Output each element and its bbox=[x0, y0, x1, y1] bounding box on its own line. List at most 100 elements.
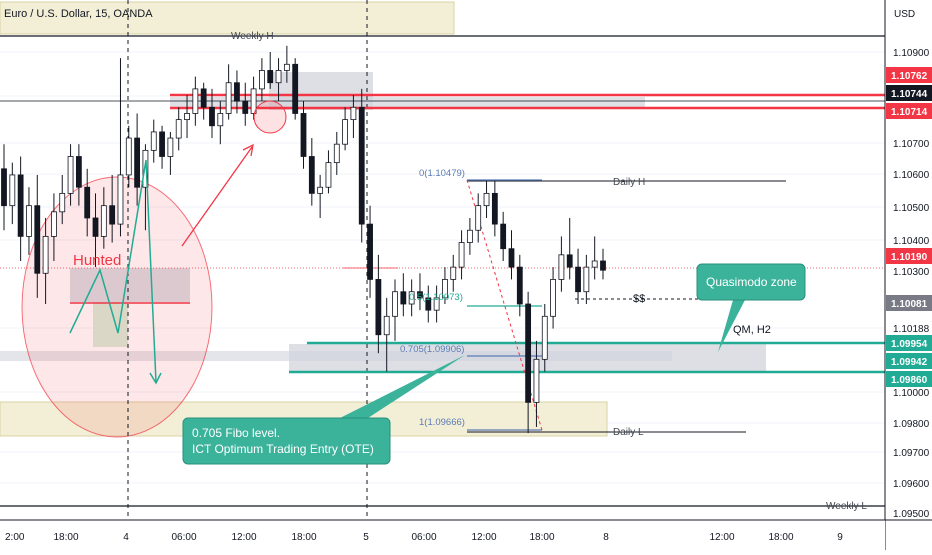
candle bbox=[225, 64, 232, 120]
candle bbox=[42, 217, 49, 305]
price-tags: 1.10762 1.10744 1.10714 1.10190 1.10081 1.099… bbox=[886, 67, 932, 387]
candle bbox=[591, 236, 598, 280]
candle bbox=[333, 131, 340, 175]
candle bbox=[275, 58, 282, 102]
candle bbox=[408, 279, 415, 317]
candle bbox=[242, 82, 249, 126]
candle bbox=[34, 174, 41, 298]
time-axis[interactable]: 2:00 18:00 4 06:00 12:00 18:00 5 06:00 12:00 18:0… bbox=[0, 519, 932, 550]
price-tag: 1.10190 bbox=[886, 248, 932, 264]
candle bbox=[558, 236, 565, 292]
candle bbox=[375, 254, 382, 354]
candle bbox=[250, 76, 257, 120]
y-tick-label: 1.09700 bbox=[893, 448, 930, 459]
candle bbox=[308, 138, 315, 206]
candle bbox=[17, 156, 24, 261]
candle bbox=[516, 254, 523, 317]
supply-band-gray bbox=[170, 97, 645, 107]
price-tag: 1.09954 bbox=[886, 335, 932, 351]
x-tick-label: 9 bbox=[837, 532, 843, 543]
candle bbox=[392, 279, 398, 341]
svg-text:1.10714: 1.10714 bbox=[891, 107, 928, 118]
x-tick-labels: 2:00 18:00 4 06:00 12:00 18:00 5 06:00 12:00 18:0… bbox=[5, 532, 843, 543]
candle bbox=[234, 70, 240, 114]
currency-label: USD bbox=[894, 9, 915, 20]
y-tick-label: 1.10600 bbox=[893, 170, 930, 181]
candle bbox=[92, 193, 99, 268]
x-tick-label: 4 bbox=[123, 532, 129, 543]
candle bbox=[51, 193, 57, 261]
candle bbox=[358, 88, 365, 243]
candle bbox=[533, 340, 540, 427]
candle bbox=[491, 181, 498, 237]
candle bbox=[483, 181, 490, 218]
candle bbox=[583, 254, 590, 305]
candle bbox=[383, 297, 390, 372]
callout-qm-text: Quasimodo zone bbox=[706, 275, 797, 289]
price-tag: 1.09942 bbox=[886, 353, 932, 369]
y-tick-label: 1.10400 bbox=[893, 236, 930, 247]
weekly-l-label: Weekly L bbox=[826, 501, 867, 512]
candle bbox=[109, 174, 116, 243]
candle bbox=[342, 107, 348, 151]
candle bbox=[283, 45, 290, 83]
fib-05-label: 0.5(1.10073) bbox=[409, 292, 463, 303]
price-tag: 1.10744 bbox=[886, 85, 932, 101]
x-tick-label: 12:00 bbox=[231, 532, 256, 543]
candle bbox=[450, 254, 457, 292]
candle bbox=[217, 101, 224, 145]
candle bbox=[117, 58, 124, 237]
candle bbox=[466, 217, 473, 255]
candle bbox=[475, 193, 482, 243]
hunted-ellipse bbox=[21, 176, 213, 438]
candle bbox=[433, 285, 440, 323]
candle bbox=[575, 248, 581, 305]
y-tick-label: 1.10900 bbox=[893, 48, 930, 59]
candle bbox=[541, 304, 548, 372]
candle bbox=[100, 187, 107, 249]
candle bbox=[325, 150, 332, 194]
x-tick-label: 8 bbox=[603, 532, 609, 543]
callout-qm[interactable]: Quasimodo zone bbox=[696, 263, 806, 352]
candle bbox=[425, 285, 432, 323]
daily-l-label: Daily L bbox=[613, 427, 644, 438]
x-tick-label: 12:00 bbox=[471, 532, 496, 543]
candle bbox=[367, 205, 373, 298]
x-tick-label: 06:00 bbox=[411, 532, 436, 543]
price-tag: 1.09860 bbox=[886, 371, 932, 387]
candle bbox=[192, 76, 199, 126]
fib-1-label: 1(1.09666) bbox=[419, 417, 465, 428]
candle bbox=[500, 211, 507, 261]
y-tick-label: 1.10300 bbox=[893, 267, 930, 278]
weekly-h-label: Weekly H bbox=[231, 31, 274, 42]
x-tick-label: 18:00 bbox=[768, 532, 793, 543]
candle bbox=[550, 267, 556, 329]
candle bbox=[175, 107, 182, 151]
candles[interactable] bbox=[1, 45, 606, 434]
price-axis[interactable]: USD 1.109001.108001.107001.106001.105001… bbox=[884, 0, 932, 550]
y-tick-label: 1.10700 bbox=[893, 139, 930, 150]
candle bbox=[142, 144, 149, 231]
candle bbox=[259, 58, 265, 102]
candle bbox=[167, 131, 174, 175]
svg-text:1.09942: 1.09942 bbox=[891, 357, 928, 368]
fib-0-label: 0(1.10479) bbox=[419, 168, 465, 179]
daily-h-label: Daily H bbox=[613, 177, 645, 188]
svg-text:1.10081: 1.10081 bbox=[891, 299, 928, 310]
candle bbox=[184, 95, 190, 139]
weekly-high-zone bbox=[0, 1, 455, 35]
x-tick-label: 12:00 bbox=[709, 532, 734, 543]
callout-ote-line2: ICT Optimum Trading Entry (OTE) bbox=[192, 442, 374, 456]
candle bbox=[566, 217, 573, 280]
x-tick-label: 18:00 bbox=[529, 532, 554, 543]
callout-ote[interactable]: 0.705 Fibo level. ICT Optimum Trading En… bbox=[182, 355, 465, 465]
hunted-zone-gray bbox=[70, 268, 190, 302]
x-tick-label: 18:00 bbox=[291, 532, 316, 543]
symbol-title: Euro / U.S. Dollar, 15, OANDA bbox=[4, 8, 153, 20]
liquidity-label: $$ bbox=[633, 293, 645, 305]
candle bbox=[400, 273, 407, 317]
candle bbox=[300, 101, 307, 169]
candle bbox=[292, 58, 299, 120]
